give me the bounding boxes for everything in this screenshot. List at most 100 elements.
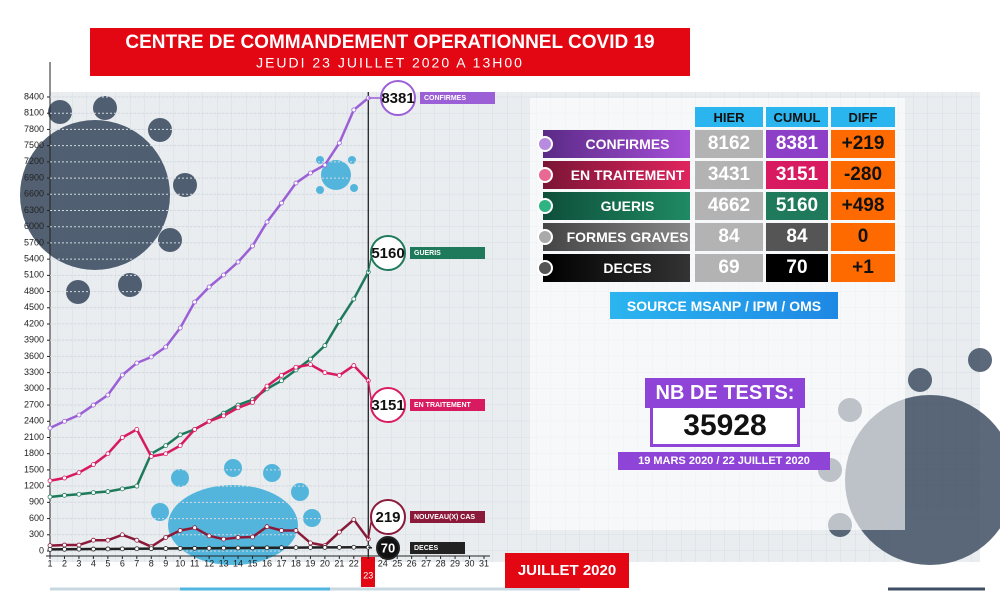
- day-highlight: [361, 557, 375, 587]
- x-tick-label: 6: [120, 558, 125, 568]
- y-tick-label: 6900: [24, 172, 44, 182]
- legend-entry: CONFIRMES: [424, 95, 466, 102]
- y-tick-label: 6000: [24, 221, 44, 231]
- y-tick-label: 2100: [24, 432, 44, 442]
- x-tick-label: 5: [105, 558, 110, 568]
- x-tick-label: 7: [134, 558, 139, 568]
- x-tick-label: 24: [378, 558, 388, 568]
- diff-cell: +1: [831, 254, 895, 282]
- data-point: [293, 180, 299, 186]
- callout-value: 3151: [371, 397, 404, 414]
- callout-value: 8381: [381, 90, 414, 107]
- y-tick-label: 300: [29, 529, 44, 539]
- y-tick-label: 1800: [24, 448, 44, 458]
- y-tick-label: 3900: [24, 335, 44, 345]
- data-point: [76, 491, 82, 497]
- data-point: [206, 533, 212, 539]
- data-point: [47, 546, 53, 552]
- x-tick-label: 29: [450, 558, 460, 568]
- table-header: HIER: [695, 107, 763, 127]
- data-point: [279, 378, 284, 384]
- x-tick-label: 12: [204, 558, 214, 568]
- x-tick-label: 1: [47, 558, 52, 568]
- x-tick-label: 18: [291, 558, 301, 568]
- callout-value: 219: [375, 509, 400, 526]
- virus-icon: [20, 96, 197, 304]
- callout-value: 5160: [371, 245, 404, 262]
- data-point: [163, 443, 169, 449]
- data-point: [91, 490, 96, 496]
- data-point: [47, 494, 53, 500]
- y-tick-label: 3000: [24, 383, 44, 393]
- data-point: [221, 413, 227, 419]
- callout-label-box: [420, 92, 495, 104]
- cumul-cell: 8381: [766, 130, 828, 158]
- x-tick-label: 9: [163, 558, 168, 568]
- callout-value: 70: [381, 540, 395, 555]
- data-point: [47, 478, 53, 484]
- data-point: [177, 443, 183, 449]
- x-tick-label: 25: [392, 558, 402, 568]
- data-point: [62, 546, 67, 552]
- data-point: [192, 525, 198, 531]
- data-point: [351, 107, 357, 113]
- data-point: [76, 470, 82, 476]
- y-tick-label: 7800: [24, 124, 44, 134]
- data-point: [221, 272, 227, 278]
- x-axis-label: JUILLET 2020: [518, 562, 616, 579]
- data-point: [293, 528, 299, 533]
- data-point: [62, 418, 67, 424]
- data-point: [307, 356, 313, 362]
- data-point: [250, 399, 255, 405]
- x-tick-label: 15: [248, 558, 258, 568]
- callout-label-box: [410, 511, 485, 523]
- data-point: [322, 343, 328, 349]
- callout-connector: [368, 546, 373, 549]
- y-tick-label: 8100: [24, 108, 44, 118]
- y-tick-label: 4800: [24, 286, 44, 296]
- row-dot: [537, 167, 553, 183]
- x-tick-label: 26: [407, 558, 417, 568]
- y-tick-label: 1200: [24, 481, 44, 491]
- data-point: [177, 528, 183, 533]
- y-tick-label: 1500: [24, 464, 44, 474]
- legend-entry: DECES: [414, 545, 438, 552]
- data-point: [148, 546, 154, 552]
- x-tick-label: 20: [320, 558, 330, 568]
- virus-icon: [151, 156, 358, 565]
- legend-entry: GUERIS: [414, 250, 441, 257]
- y-tick-label: 7500: [24, 140, 44, 150]
- hier-cell: 69: [695, 254, 763, 282]
- data-point: [250, 243, 255, 249]
- cumul-cell: 70: [766, 254, 828, 282]
- y-tick-label: 900: [29, 497, 44, 507]
- row-dot: [537, 260, 553, 276]
- data-point: [134, 483, 140, 489]
- data-point: [250, 545, 255, 551]
- callout-badge: [370, 387, 406, 423]
- data-point: [351, 296, 357, 302]
- row-label: DECES: [543, 254, 690, 282]
- data-point: [163, 344, 169, 350]
- y-tick-label: 6600: [24, 189, 44, 199]
- data-point: [119, 532, 125, 538]
- data-point: [206, 418, 212, 424]
- data-point: [307, 362, 313, 367]
- data-point: [264, 545, 270, 551]
- data-point: [336, 140, 342, 146]
- y-tick-label: 2700: [24, 399, 44, 409]
- source: SOURCE MSANP / IPM / OMS: [610, 292, 838, 319]
- diff-cell: 0: [831, 223, 895, 251]
- x-tick-label: 22: [349, 558, 359, 568]
- data-point: [134, 537, 140, 543]
- x-tick-label: 28: [436, 558, 446, 568]
- data-point: [307, 170, 313, 176]
- data-point: [192, 426, 198, 432]
- data-point: [264, 524, 270, 530]
- data-point: [336, 544, 342, 550]
- x-tick-label: 21: [334, 558, 344, 568]
- callout-label-box: [410, 247, 485, 259]
- data-point: [264, 219, 270, 225]
